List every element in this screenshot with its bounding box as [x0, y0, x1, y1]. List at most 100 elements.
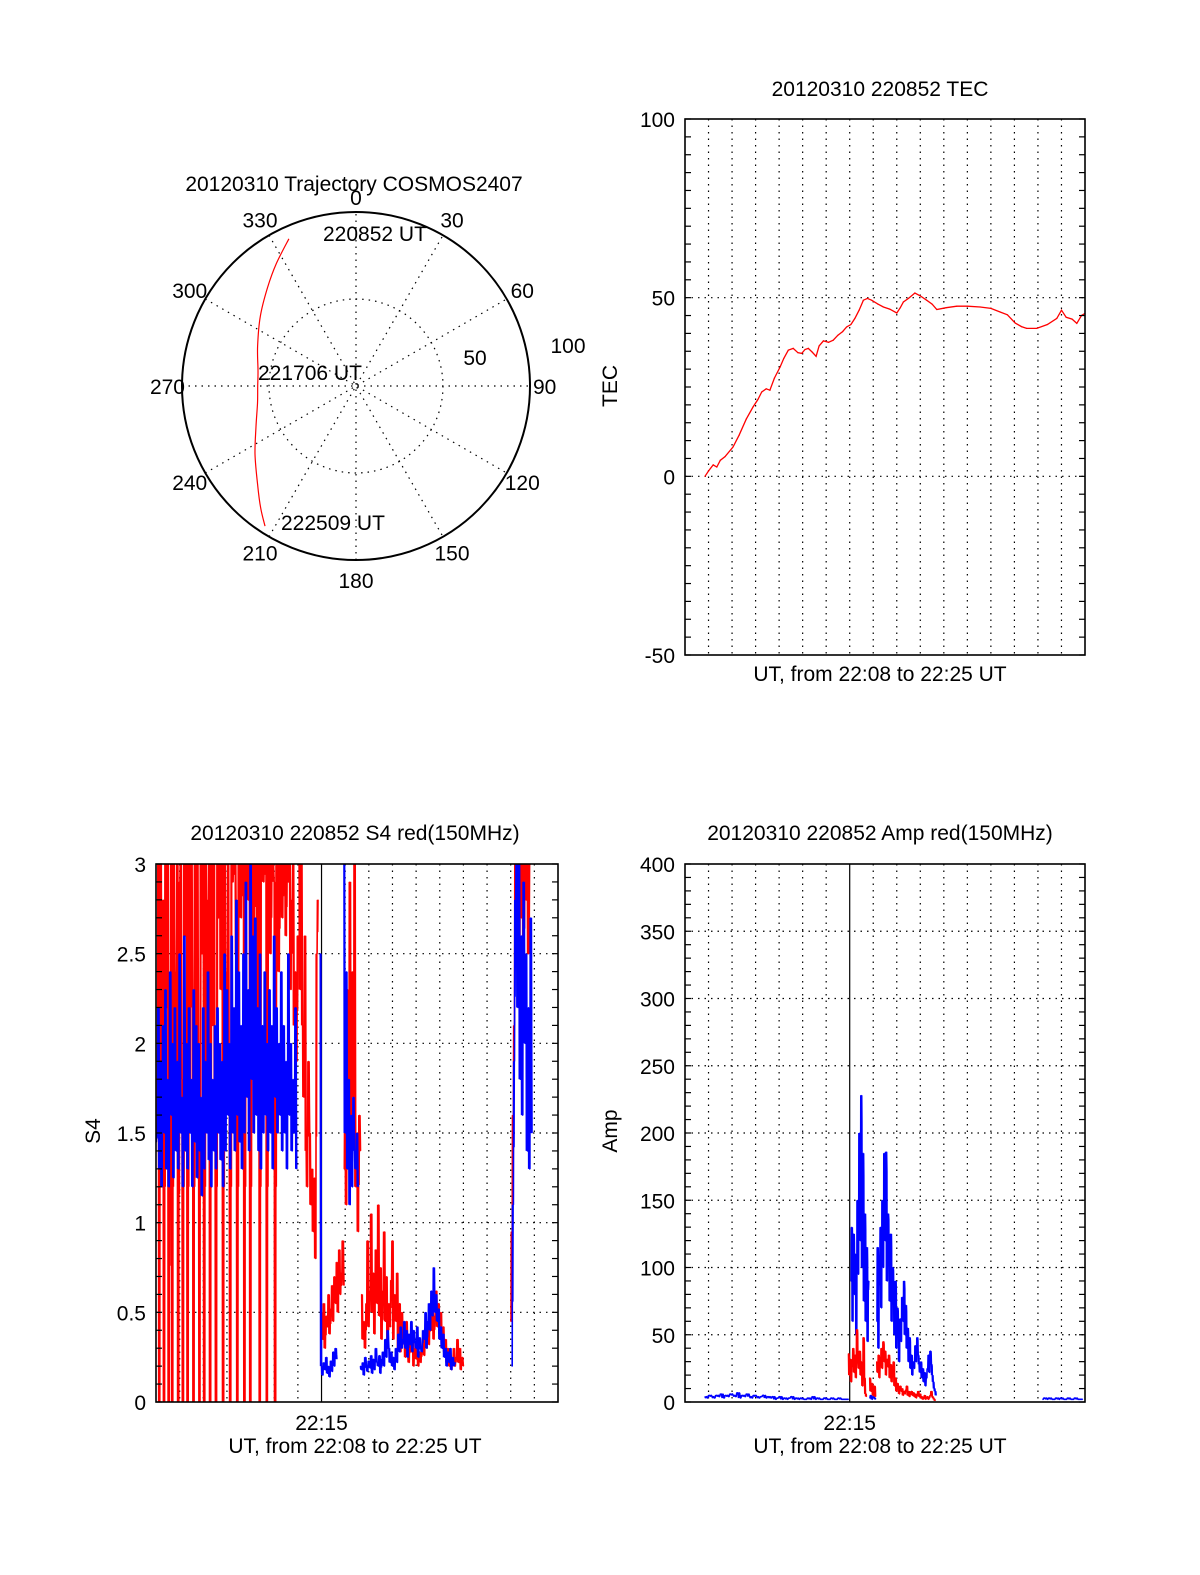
s4-blue-point — [207, 971, 209, 973]
s4-blue-point — [185, 1150, 187, 1152]
amp-blue-point — [744, 1396, 746, 1398]
amp-blue-point — [865, 1320, 867, 1322]
s4-red-point — [394, 1293, 396, 1295]
s4-red-point — [384, 1320, 386, 1322]
tec-xlabel: UT, from 22:08 to 22:25 UT — [753, 663, 1006, 686]
s4-red-point — [368, 1326, 370, 1328]
s4-blue-point — [227, 1114, 229, 1116]
s4-red-point — [381, 1338, 383, 1340]
s4-red-point — [373, 1272, 375, 1274]
s4-blue-point — [271, 1024, 273, 1026]
tec-point — [1071, 318, 1073, 320]
amp-red-point — [900, 1390, 902, 1392]
s4-blue-point — [368, 1360, 370, 1362]
tec-point — [896, 312, 898, 314]
s4-blue-point — [190, 1078, 192, 1080]
tec-point — [1020, 326, 1023, 328]
s4-blue-point — [283, 1024, 285, 1026]
amp-red-point — [886, 1358, 888, 1360]
s4-blue-point — [199, 1150, 201, 1152]
s4-blue-point — [226, 989, 228, 991]
s4-blue-point — [408, 1333, 410, 1335]
s4-blue-point — [324, 1369, 326, 1371]
tec-point — [945, 307, 947, 309]
amp-red-point — [869, 1377, 871, 1379]
tec-point — [966, 305, 968, 307]
s4-red-point — [367, 1240, 369, 1242]
amp-blue-point — [739, 1397, 741, 1399]
tec-point — [899, 307, 901, 309]
s4-red-point — [212, 1024, 214, 1026]
s4-blue-point — [162, 1024, 164, 1026]
amp-blue-point — [857, 1273, 859, 1275]
s4-red-point — [527, 953, 529, 955]
amp-blue-point — [854, 1293, 856, 1295]
amp-red-point — [896, 1390, 898, 1392]
amp-blue-point — [793, 1398, 795, 1400]
s4-blue-point — [193, 989, 195, 991]
amp-blue-point — [931, 1374, 933, 1376]
s4-red-point — [404, 1356, 406, 1358]
s4-blue-point — [453, 1365, 455, 1367]
tec-point — [822, 340, 824, 342]
s4-red-point — [458, 1362, 460, 1364]
amp-blue-point — [753, 1394, 755, 1396]
s4-red-point — [378, 1315, 380, 1317]
amp-red-point — [884, 1350, 886, 1352]
amp-blue-point — [786, 1398, 788, 1400]
s4-blue-point — [335, 1347, 337, 1349]
s4-red-point — [341, 1272, 343, 1274]
polar-angle-labels: 0 30 60 90 120 150 180 210 240 270 300 330 — [150, 187, 556, 593]
s4-red-point — [232, 881, 234, 883]
ytick-label: 50 — [652, 1325, 675, 1348]
s4-blue-point — [265, 1114, 267, 1116]
s4-blue-point — [440, 1326, 442, 1328]
s4-blue-point — [369, 1367, 371, 1369]
s4-red-point — [226, 971, 228, 973]
amp-blue-point — [784, 1397, 786, 1399]
s4-red-point — [349, 881, 351, 883]
s4-blue-point — [391, 1365, 393, 1367]
s4-blue-point — [328, 1365, 330, 1367]
s4-blue-point — [235, 899, 237, 901]
s4-red-point — [201, 953, 203, 955]
s4-blue-point — [205, 1060, 207, 1062]
s4-blue-point — [400, 1326, 402, 1328]
amp-blue-point — [906, 1347, 908, 1349]
plot-frame — [684, 863, 1086, 1403]
amp-blue-point — [810, 1398, 812, 1400]
s4-red-point — [510, 1320, 512, 1322]
amp-blue-point — [934, 1390, 936, 1392]
amp-red-point — [904, 1393, 906, 1395]
s4-blue-point — [187, 1168, 189, 1170]
s4-blue-point — [527, 1006, 529, 1008]
s4-blue-point — [246, 1096, 248, 1098]
trajectory-time-label: 220852 UT — [323, 223, 427, 246]
tec-point — [882, 306, 884, 308]
s4-red-point — [417, 1365, 419, 1367]
tec-point — [707, 470, 710, 472]
amp-blue-point — [895, 1280, 897, 1282]
s4-blue-point — [393, 1356, 395, 1358]
s4-blue-point — [344, 1132, 346, 1134]
tec-point — [811, 351, 813, 353]
amp-red-point — [892, 1371, 894, 1373]
s4-blue-point — [232, 1132, 234, 1134]
amp-blue-point — [789, 1397, 791, 1399]
amp-blue-point — [912, 1374, 914, 1376]
polar-angle-label: 150 — [434, 542, 469, 565]
s4-blue-point — [402, 1338, 404, 1340]
amp-blue-point — [925, 1385, 927, 1387]
s4-red-point — [351, 971, 353, 973]
s4-red-point — [181, 1078, 183, 1080]
amp-red-point — [887, 1366, 889, 1368]
polar-grid — [181, 211, 531, 561]
s4-blue-point — [218, 1132, 220, 1134]
s4-blue-point — [174, 1006, 176, 1008]
amp-red-point — [854, 1354, 856, 1356]
s4-blue-point — [216, 1006, 218, 1008]
s4-red-point — [399, 1302, 401, 1304]
amp-red-trace — [847, 1329, 868, 1397]
amp-blue-point — [812, 1396, 814, 1398]
amp-blue-point — [805, 1398, 807, 1400]
